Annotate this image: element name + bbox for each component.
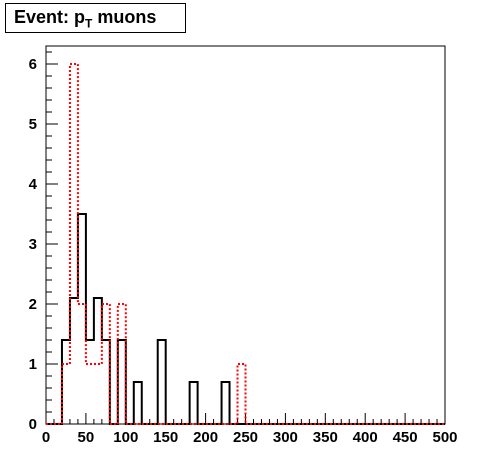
histogram-bin <box>78 304 86 424</box>
x-tick-label: 350 <box>313 429 338 446</box>
y-tick-label: 4 <box>29 176 38 193</box>
x-tick-label: 250 <box>233 429 258 446</box>
x-tick-label: 300 <box>273 429 298 446</box>
y-tick-label: 6 <box>29 56 37 73</box>
histogram-bin <box>102 304 110 424</box>
histogram-bin <box>86 364 94 424</box>
histogram-bin <box>238 364 246 424</box>
histogram-bin <box>134 382 142 424</box>
y-tick-label: 1 <box>29 356 37 373</box>
chart-title-box: Event: pT muons <box>5 3 186 33</box>
x-tick-label: 200 <box>193 429 218 446</box>
histogram-bin <box>158 340 166 424</box>
series-layer <box>46 63 445 425</box>
histogram-bin <box>94 364 102 424</box>
y-tick-label: 5 <box>29 116 37 133</box>
x-axis: 0 50 100 150 200 250 300 350 400 450 500 <box>42 413 458 446</box>
x-tick-label: 150 <box>153 429 178 446</box>
y-tick-label: 2 <box>29 296 37 313</box>
y-axis: 0 1 2 3 4 5 6 <box>29 51 58 433</box>
x-tick-label: 50 <box>78 429 95 446</box>
histogram-bin <box>118 304 126 424</box>
x-tick-label: 500 <box>432 429 457 446</box>
x-tick-label: 100 <box>113 429 138 446</box>
x-tick-label: 450 <box>393 429 418 446</box>
histogram-bin <box>222 382 230 424</box>
y-tick-label: 0 <box>29 416 37 433</box>
x-tick-label: 400 <box>353 429 378 446</box>
histogram-bin <box>62 364 70 424</box>
x-tick-label: 0 <box>42 429 50 446</box>
chart-title: Event: pT muons <box>14 7 157 31</box>
y-tick-label: 3 <box>29 236 37 253</box>
histogram-bin <box>190 382 198 424</box>
histogram-bin <box>70 64 78 424</box>
